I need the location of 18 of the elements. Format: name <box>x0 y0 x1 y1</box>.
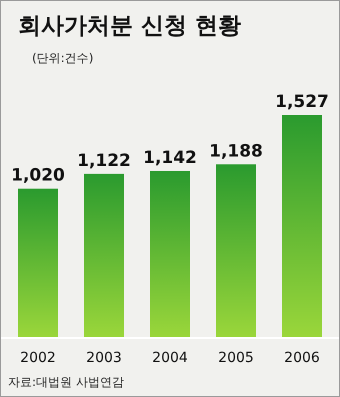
x-tick-label: 2002 <box>20 350 56 366</box>
x-tick-label: 2006 <box>284 350 320 366</box>
bar <box>18 188 58 337</box>
x-tick-label: 2004 <box>152 350 188 366</box>
chart-subtitle: (단위:건수) <box>32 51 94 65</box>
text: 자료:대법원 사법연감 <box>8 375 124 389</box>
bar <box>84 174 124 337</box>
x-tick-label: 2005 <box>218 350 254 366</box>
data-label: 1,527 <box>275 92 329 112</box>
data-label: 1,122 <box>77 150 131 171</box>
data-label: 1,142 <box>143 148 197 168</box>
chart-title: 회사가처분 신청 현황 <box>18 13 242 39</box>
data-label: 1,188 <box>209 141 263 162</box>
bar <box>150 170 190 337</box>
data-label: 1,020 <box>11 166 66 186</box>
x-tick-label: 2003 <box>86 350 122 366</box>
bar <box>282 115 322 337</box>
bar <box>216 164 256 337</box>
